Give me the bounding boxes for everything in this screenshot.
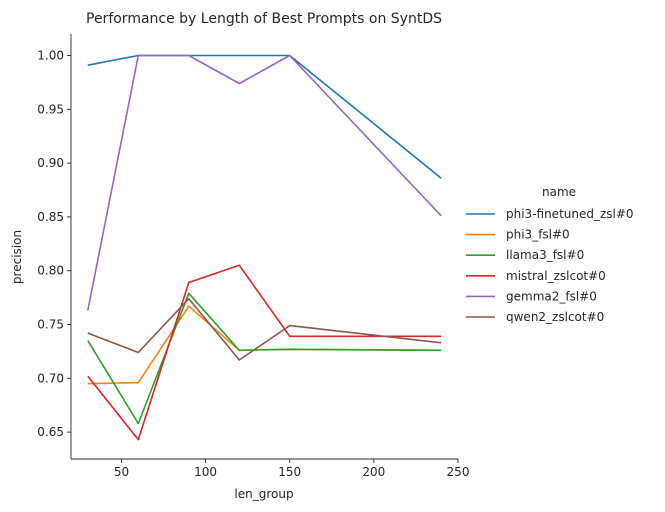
axes: 50 100 150 200 250 0.65 0.70 0.75 0.80 0.85 0.90 0.… bbox=[37, 34, 469, 479]
x-tick-label: 250 bbox=[447, 465, 470, 479]
series-line-llama3_fsl#0 bbox=[87, 292, 442, 425]
series-lines bbox=[87, 54, 442, 441]
x-tick-label: 150 bbox=[278, 465, 301, 479]
y-tick-label: 1.00 bbox=[37, 49, 64, 63]
legend-label: qwen2_zslcot#0 bbox=[506, 310, 604, 324]
legend: name phi3-finetuned_zsl#0 phi3_fsl#0llama… bbox=[466, 185, 634, 324]
legend-label: phi3-finetuned_zsl#0 bbox=[506, 207, 634, 221]
legend-label: llama3_fsl#0 bbox=[506, 248, 584, 262]
legend-label: gemma2_fsl#0 bbox=[506, 289, 597, 303]
y-tick-label: 0.75 bbox=[37, 318, 64, 332]
x-tick-label: 50 bbox=[114, 465, 129, 479]
y-tick-label: 0.80 bbox=[37, 264, 64, 278]
y-tick-label: 0.85 bbox=[37, 210, 64, 224]
y-tick-label: 0.95 bbox=[37, 102, 64, 116]
series-line-mistral_zslcot#0 bbox=[87, 264, 442, 441]
y-tick-label: 0.90 bbox=[37, 156, 64, 170]
series-line-phi3-finetuned_zsl#0 bbox=[87, 54, 442, 179]
series-line-gemma2_fsl#0 bbox=[87, 54, 442, 311]
x-axis-label: len_group bbox=[234, 487, 293, 501]
x-tick-label: 200 bbox=[362, 465, 385, 479]
chart-title: Performance by Length of Best Prompts on… bbox=[86, 11, 442, 27]
legend-title: name bbox=[542, 185, 576, 199]
legend-label: phi3_fsl#0 bbox=[506, 228, 570, 242]
x-tick-label: 100 bbox=[194, 465, 217, 479]
legend-label: mistral_zslcot#0 bbox=[506, 269, 606, 283]
series-line-qwen2_zslcot#0 bbox=[87, 297, 442, 361]
series-line-phi3_fsl#0 bbox=[87, 305, 442, 385]
y-tick-label: 0.65 bbox=[37, 425, 64, 439]
y-tick-label: 0.70 bbox=[37, 371, 64, 385]
y-axis-label: precision bbox=[10, 230, 24, 284]
